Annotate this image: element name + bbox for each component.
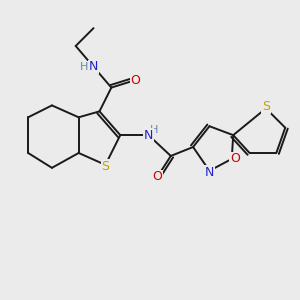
Text: S: S xyxy=(262,100,270,113)
Text: H: H xyxy=(80,62,88,72)
Text: H: H xyxy=(150,125,158,135)
Text: O: O xyxy=(230,152,240,165)
Text: O: O xyxy=(152,170,162,183)
Text: N: N xyxy=(89,60,98,73)
Text: O: O xyxy=(130,74,140,87)
Text: S: S xyxy=(101,160,110,173)
Text: N: N xyxy=(205,166,214,179)
Text: N: N xyxy=(144,129,153,142)
